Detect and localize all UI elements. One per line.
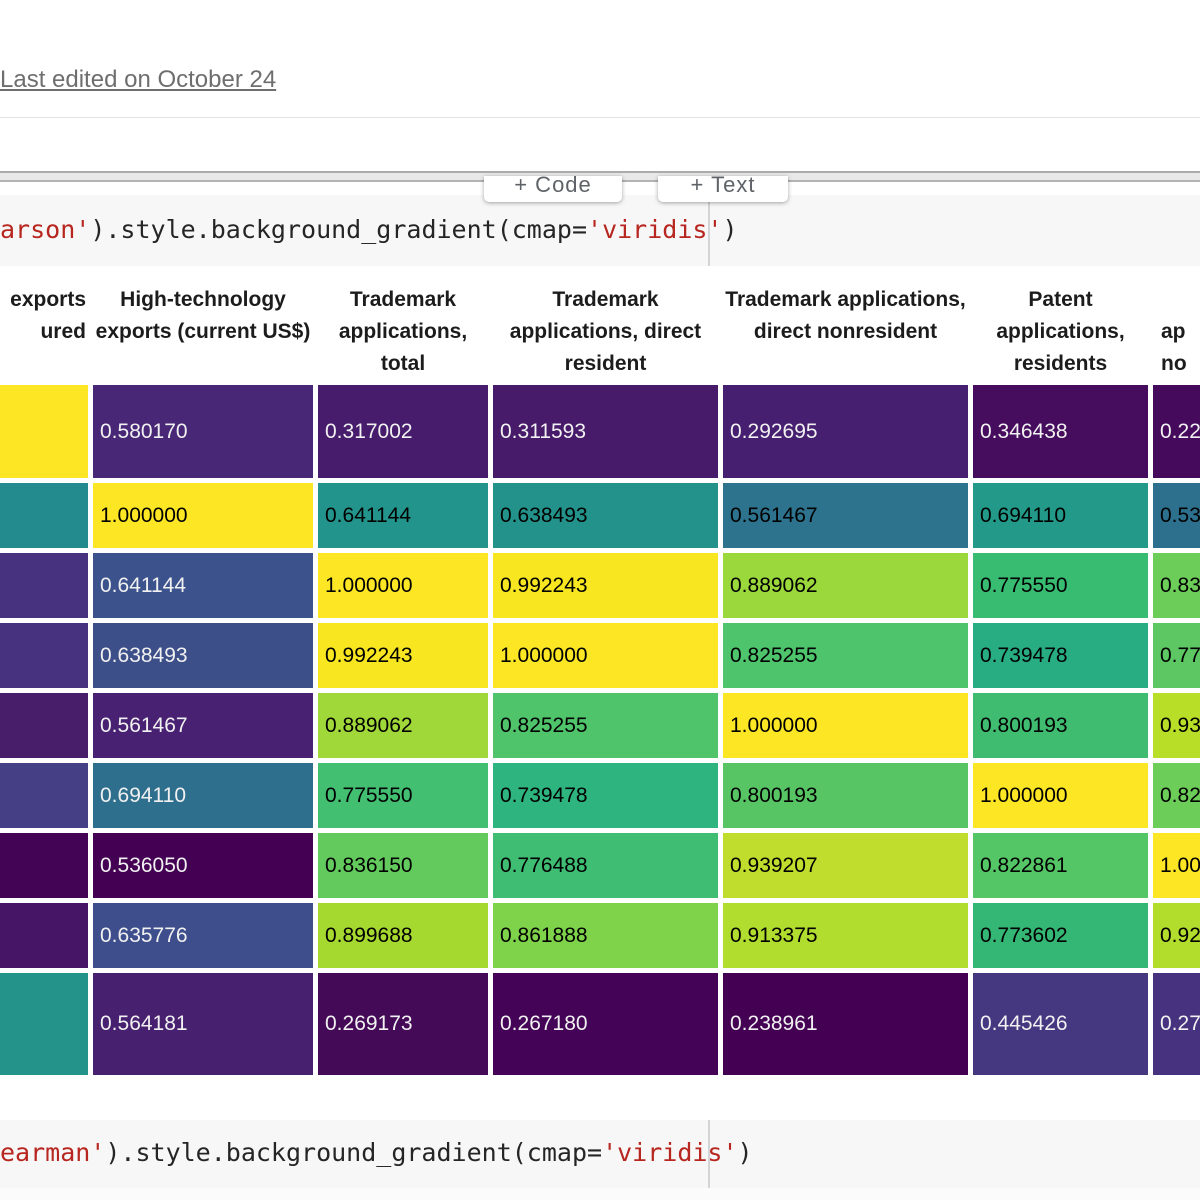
- code-line: earman').style.background_gradient(cmap=…: [0, 1138, 753, 1167]
- column-header-hightech-exports: High-technology exports (current US$): [95, 288, 311, 343]
- add-code-button[interactable]: + Code: [484, 176, 622, 202]
- table-cell-trademark-resident: 0.861888: [493, 903, 718, 968]
- code-cell-pearson[interactable]: arson').style.background_gradient(cmap='…: [0, 195, 1200, 266]
- column-header-trademark-resident: Trademark applications, direct resident: [509, 288, 702, 375]
- table-cell-clipped-left: [0, 693, 88, 758]
- table-cell-patent-residents: 0.775550: [973, 553, 1148, 618]
- table-cell-trademark-resident: 0.638493: [493, 483, 718, 548]
- add-code-label: + Code: [514, 176, 592, 197]
- correlation-table-output: exports ured High-technology exports (curr…: [0, 272, 1200, 1082]
- table-cell-hightech-exports: 0.641144: [93, 553, 313, 618]
- text-cursor: [708, 195, 710, 266]
- code-text: ): [722, 215, 738, 244]
- column-header-trademark-nonresident: Trademark applications, direct nonreside…: [725, 288, 966, 343]
- table-cell-patent-residents: 0.445426: [973, 973, 1148, 1075]
- column-header-clipped-right: ap no: [1161, 320, 1187, 375]
- table-cell-trademark-total: 0.836150: [318, 833, 488, 898]
- table-cell-clipped-right: 0.83: [1153, 553, 1200, 618]
- table-cell-clipped-right: 0.92: [1153, 903, 1200, 968]
- table-cell-hightech-exports: 0.694110: [93, 763, 313, 828]
- table-cell-trademark-resident: 0.825255: [493, 693, 718, 758]
- table-cell-patent-residents: 0.800193: [973, 693, 1148, 758]
- table-cell-patent-residents: 0.346438: [973, 385, 1148, 478]
- table-cell-hightech-exports: 0.536050: [93, 833, 313, 898]
- table-cell-trademark-nonresident: 0.889062: [723, 553, 968, 618]
- table-cell-trademark-nonresident: 0.825255: [723, 623, 968, 688]
- table-cell-clipped-left: [0, 833, 88, 898]
- table-cell-patent-residents: 0.739478: [973, 623, 1148, 688]
- table-cell-clipped-left: [0, 553, 88, 618]
- code-string: 'viridis': [602, 1138, 738, 1167]
- table-cell-clipped-left: [0, 623, 88, 688]
- table-cell-trademark-total: 0.641144: [318, 483, 488, 548]
- correlation-table: exports ured High-technology exports (curr…: [0, 272, 1200, 1075]
- table-cell-hightech-exports: 0.564181: [93, 973, 313, 1075]
- table-cell-trademark-resident: 0.311593: [493, 385, 718, 478]
- table-cell-trademark-resident: 0.776488: [493, 833, 718, 898]
- column-header-trademark-total: Trademark applications, total: [338, 288, 468, 375]
- table-cell-clipped-right: 1.00: [1153, 833, 1200, 898]
- table-cell-trademark-total: 1.000000: [318, 553, 488, 618]
- table-cell-patent-residents: 1.000000: [973, 763, 1148, 828]
- table-cell-clipped-left: [0, 483, 88, 548]
- table-cell-trademark-nonresident: 0.939207: [723, 833, 968, 898]
- header-divider: [0, 117, 1200, 118]
- last-edited-link[interactable]: Last edited on October 24: [0, 66, 277, 93]
- table-cell-trademark-total: 0.899688: [318, 903, 488, 968]
- page-bottom: [0, 1188, 1200, 1200]
- table-cell-trademark-total: 0.269173: [318, 973, 488, 1075]
- table-cell-hightech-exports: 0.561467: [93, 693, 313, 758]
- code-text: ).style.background_gradient(cmap=: [90, 215, 588, 244]
- table-cell-clipped-left: [0, 763, 88, 828]
- table-cell-clipped-right: 0.53: [1153, 483, 1200, 548]
- column-header-patent-residents: Patent applications, residents: [996, 288, 1125, 375]
- code-cell-spearman[interactable]: earman').style.background_gradient(cmap=…: [0, 1120, 1200, 1188]
- table-cell-clipped-left: [0, 903, 88, 968]
- table-cell-trademark-total: 0.775550: [318, 763, 488, 828]
- code-string: earman': [0, 1138, 106, 1167]
- code-line: arson').style.background_gradient(cmap='…: [0, 215, 738, 244]
- table-cell-trademark-resident: 1.000000: [493, 623, 718, 688]
- code-text: ).style.background_gradient(cmap=: [105, 1138, 603, 1167]
- table-cell-trademark-total: 0.317002: [318, 385, 488, 478]
- table-cell-trademark-nonresident: 0.292695: [723, 385, 968, 478]
- table-cell-trademark-resident: 0.739478: [493, 763, 718, 828]
- add-text-label: + Text: [690, 176, 756, 197]
- code-string: 'viridis': [587, 215, 723, 244]
- text-cursor: [708, 1120, 710, 1188]
- table-cell-clipped-right: 0.82: [1153, 763, 1200, 828]
- table-cell-hightech-exports: 0.638493: [93, 623, 313, 688]
- code-string: arson': [0, 215, 91, 244]
- table-cell-hightech-exports: 0.635776: [93, 903, 313, 968]
- table-cell-trademark-nonresident: 0.913375: [723, 903, 968, 968]
- table-cell-clipped-left: [0, 385, 88, 478]
- table-cell-clipped-right: 0.93: [1153, 693, 1200, 758]
- table-cell-patent-residents: 0.694110: [973, 483, 1148, 548]
- code-text: ): [737, 1138, 753, 1167]
- table-cell-patent-residents: 0.773602: [973, 903, 1148, 968]
- table-cell-trademark-nonresident: 0.561467: [723, 483, 968, 548]
- table-cell-hightech-exports: 1.000000: [93, 483, 313, 548]
- table-cell-clipped-right: 0.77: [1153, 623, 1200, 688]
- table-cell-trademark-nonresident: 0.800193: [723, 763, 968, 828]
- table-cell-clipped-right: 0.27: [1153, 973, 1200, 1075]
- table-cell-trademark-nonresident: 1.000000: [723, 693, 968, 758]
- table-cell-hightech-exports: 0.580170: [93, 385, 313, 478]
- table-cell-trademark-resident: 0.267180: [493, 973, 718, 1075]
- column-header-clipped-left: exports ured: [10, 288, 86, 343]
- table-cell-clipped-right: 0.22: [1153, 385, 1200, 478]
- table-cell-trademark-total: 0.889062: [318, 693, 488, 758]
- table-cell-trademark-resident: 0.992243: [493, 553, 718, 618]
- table-cell-patent-residents: 0.822861: [973, 833, 1148, 898]
- table-cell-clipped-left: [0, 973, 88, 1075]
- table-cell-trademark-nonresident: 0.238961: [723, 973, 968, 1075]
- table-cell-trademark-total: 0.992243: [318, 623, 488, 688]
- add-text-button[interactable]: + Text: [658, 176, 788, 202]
